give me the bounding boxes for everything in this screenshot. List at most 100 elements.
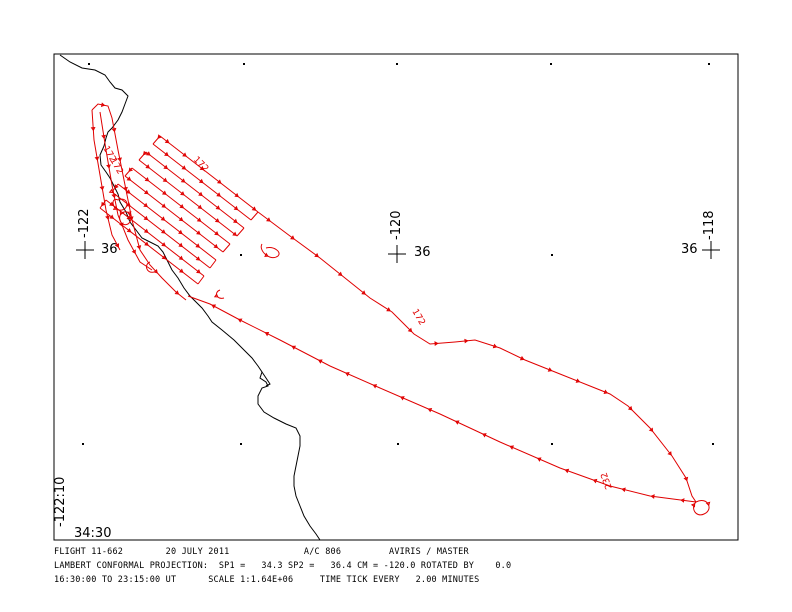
time-tick-arrow <box>233 205 239 211</box>
flight-loop-inland <box>260 243 280 258</box>
time-tick-arrow <box>482 433 487 438</box>
time-tick-arrow <box>180 191 185 196</box>
time-tick-arrow <box>125 189 131 194</box>
time-tick-arrow <box>109 214 115 219</box>
time-tick-arrow <box>101 201 106 207</box>
time-tick-arrow <box>196 217 202 222</box>
track-time-label: 232 <box>600 471 615 491</box>
time-tick-arrow <box>519 355 525 361</box>
lat-label-36-west: 36 <box>101 242 118 257</box>
flight-loop-end <box>693 500 710 516</box>
time-tick-arrow <box>195 256 201 261</box>
time-tick-arrow <box>153 268 158 274</box>
time-tick-arrow <box>180 178 186 183</box>
flight-leg-return <box>187 295 697 503</box>
time-tick-arrow <box>111 193 117 199</box>
time-tick-arrow <box>111 127 117 133</box>
time-tick-arrow <box>161 242 166 247</box>
time-tick-arrow <box>547 367 553 372</box>
time-tick-arrow <box>216 192 221 197</box>
time-tick-arrow <box>143 228 149 234</box>
time-tick-arrow <box>199 165 205 171</box>
track-time-label: 172 <box>409 308 426 328</box>
lon-label-118: -118 <box>702 210 717 240</box>
time-tick-arrow <box>195 243 201 248</box>
time-tick-arrow <box>178 229 183 235</box>
time-tick-arrow <box>145 164 150 169</box>
time-tick-arrow <box>667 451 672 456</box>
time-tick-arrow <box>400 396 405 401</box>
map-frame <box>53 53 739 541</box>
lat-label-36-east: 36 <box>681 242 698 257</box>
time-tick-arrow <box>126 211 132 216</box>
time-tick-arrow <box>216 179 222 184</box>
time-tick-arrow <box>290 235 295 240</box>
time-tick-arrow <box>407 327 413 333</box>
time-tick-arrow <box>266 217 271 222</box>
time-tick-arrow <box>214 231 219 236</box>
time-tick-arrow <box>108 188 114 194</box>
time-tick-arrow <box>161 255 167 260</box>
time-tick-arrow <box>464 338 469 344</box>
time-tick-arrow <box>564 468 570 474</box>
time-tick-arrow <box>178 255 184 261</box>
time-tick-arrow <box>536 457 542 462</box>
lat-label-34-30: 34:30 <box>74 526 111 541</box>
time-tick-arrow <box>109 201 114 206</box>
time-tick-arrow <box>128 216 134 221</box>
time-tick-arrow <box>145 151 151 156</box>
time-tick-arrow <box>214 218 220 223</box>
time-tick-arrow <box>264 331 270 337</box>
flight-leg-outbound <box>257 211 697 503</box>
time-tick-arrow <box>161 190 167 195</box>
time-tick-arrow <box>680 498 685 503</box>
lon-label-122: -122 <box>77 208 92 238</box>
time-tick-arrow <box>157 134 163 139</box>
time-tick-arrow <box>232 218 238 224</box>
time-tick-arrow <box>232 231 237 236</box>
time-tick-arrow <box>575 378 581 383</box>
time-tick-arrow <box>314 252 319 258</box>
time-tick-arrow <box>179 204 185 209</box>
time-tick-arrow <box>100 102 106 108</box>
time-tick-arrow <box>94 156 100 161</box>
lon-label-120: -120 <box>389 210 404 240</box>
footer-line-projection: LAMBERT CONFORMAL PROJECTION: SP1 = 34.3… <box>54 561 512 571</box>
time-tick-arrow <box>123 186 128 192</box>
time-tick-arrow <box>117 157 122 162</box>
time-tick-arrow <box>705 501 711 507</box>
flight-line-coastal <box>91 103 187 301</box>
time-tick-arrow <box>143 189 149 195</box>
track-time-label: 172 <box>191 155 210 174</box>
time-tick-arrow <box>101 134 107 140</box>
time-tick-arrow <box>126 202 131 207</box>
time-tick-arrow <box>198 191 203 197</box>
time-tick-arrow <box>126 176 132 181</box>
time-tick-arrow <box>99 186 105 191</box>
time-tick-arrow <box>196 268 201 274</box>
time-tick-arrow <box>592 478 598 484</box>
footer-line-flight: FLIGHT 11-662 20 JULY 2011 A/C 806 AVIRI… <box>54 547 469 557</box>
flight-line-grid <box>99 135 259 285</box>
time-tick-arrow <box>211 304 217 309</box>
flight-track <box>91 103 710 516</box>
time-tick-arrow <box>144 241 149 246</box>
time-tick-arrow <box>345 371 350 377</box>
time-tick-arrow <box>143 215 149 221</box>
time-tick-arrow <box>178 216 184 222</box>
coastline-inlet <box>261 371 271 387</box>
coastline <box>59 54 321 541</box>
time-tick-arrow <box>144 176 150 182</box>
time-tick-arrow <box>492 343 498 349</box>
time-tick-arrow <box>164 151 169 157</box>
time-tick-arrow <box>237 318 243 323</box>
time-tick-arrow <box>114 243 120 248</box>
time-tick-arrow <box>621 487 626 493</box>
time-tick-arrow <box>143 202 148 208</box>
time-tick-arrow <box>119 222 124 228</box>
time-tick-arrow <box>106 164 111 169</box>
time-tick-arrow <box>683 476 689 482</box>
time-tick-arrow <box>509 445 514 450</box>
time-tick-arrow <box>603 389 609 395</box>
